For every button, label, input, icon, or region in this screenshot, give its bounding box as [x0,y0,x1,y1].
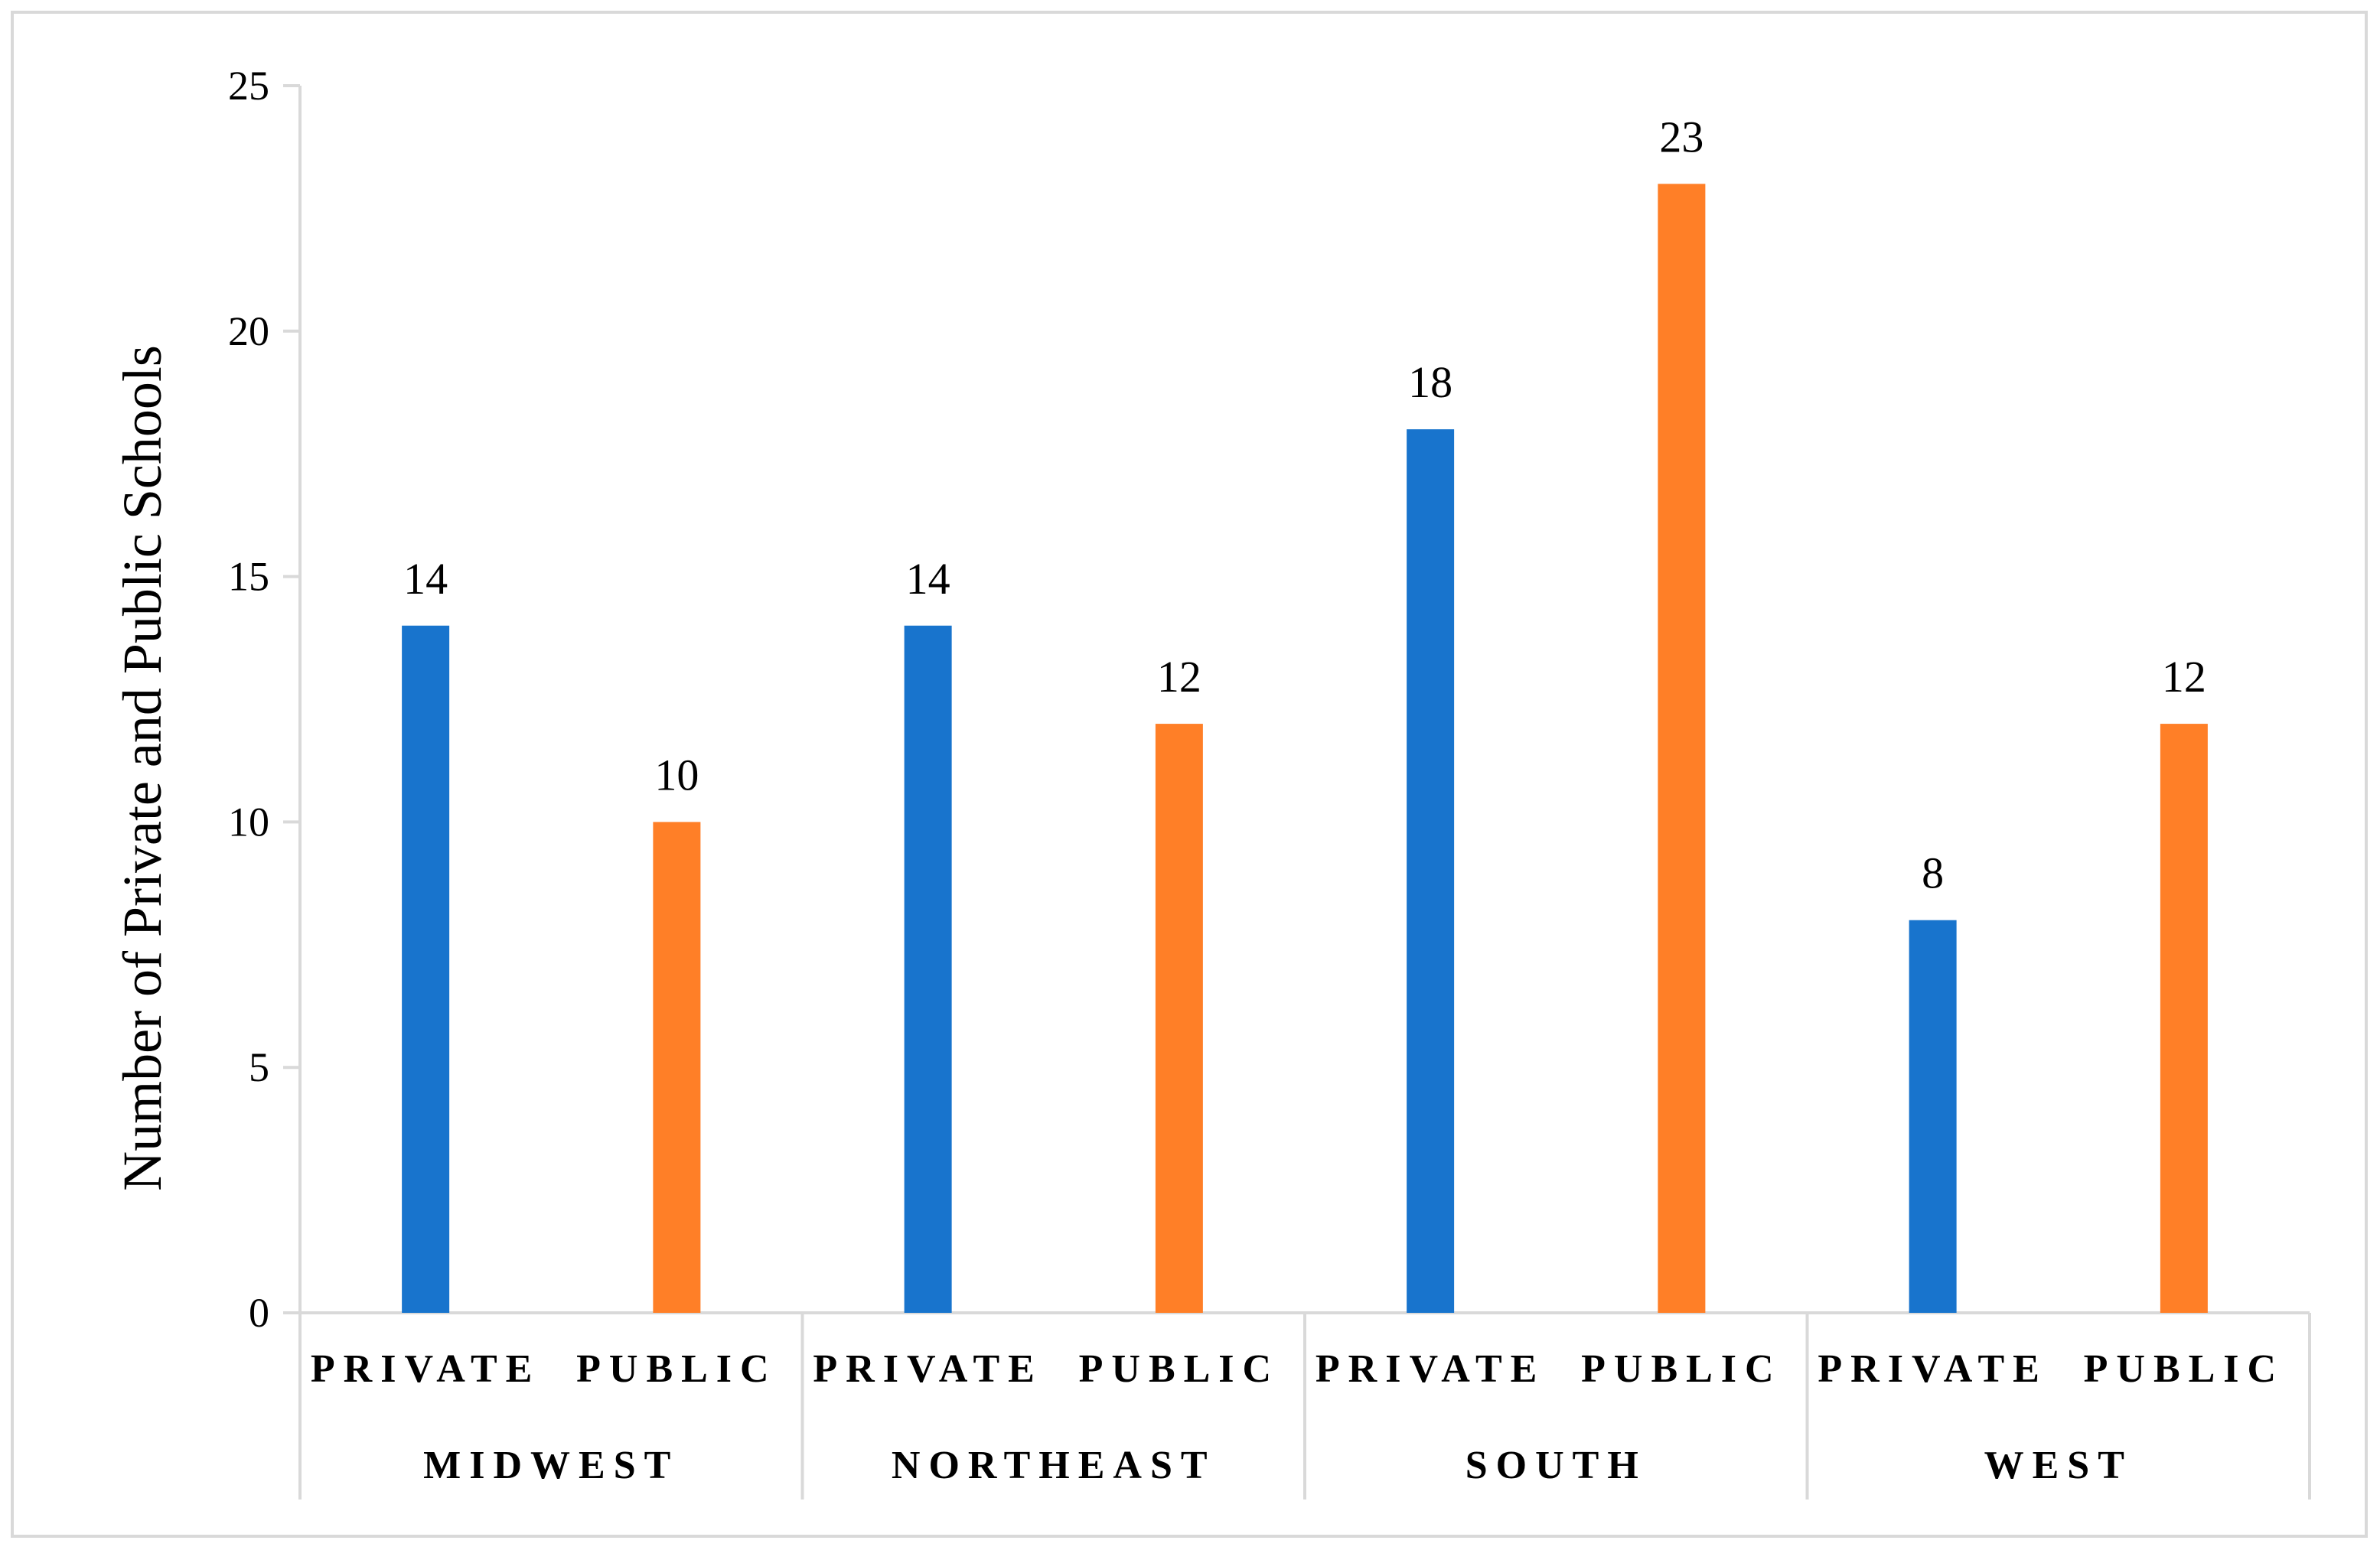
x-tick-label-south-public: PUBLIC [1581,1347,1782,1391]
x-tick-label-west-public: PUBLIC [2084,1347,2284,1391]
x-tick-label-northeast-private: PRIVATE [813,1347,1042,1391]
bar-midwest-private [402,625,450,1313]
data-label-northeast-public: 12 [1157,652,1201,702]
data-label-midwest-public: 10 [654,750,699,799]
bar-northeast-public [1155,724,1203,1313]
labels-layer: 0 5 10 15 20 25 PRIVATE PUBLIC MIDWEST PRIVATE PUB… [228,63,2284,1487]
data-label-south-private: 18 [1408,357,1452,407]
y-axis-title: Number of Private and Public Schools [112,345,173,1191]
bar-northeast-private [904,625,952,1313]
bar-west-private [1909,920,1957,1313]
bar-south-public [1658,184,1706,1313]
y-tick-label-0: 0 [249,1290,269,1336]
bar-midwest-public [653,822,701,1313]
y-tick-label-20: 20 [228,308,269,354]
bars-layer [402,184,2208,1313]
data-label-west-public: 12 [2162,652,2206,702]
group-label-midwest: MIDWEST [423,1444,679,1487]
x-tick-label-midwest-public: PUBLIC [576,1347,777,1391]
data-label-south-public: 23 [1659,112,1703,161]
x-tick-label-west-private: PRIVATE [1818,1347,2047,1391]
data-label-west-private: 8 [1922,848,1944,898]
axes-layer [283,84,2311,1500]
group-label-south: SOUTH [1465,1444,1647,1487]
x-tick-label-south-private: PRIVATE [1316,1347,1545,1391]
y-tick-label-25: 25 [228,63,269,109]
y-tick-label-10: 10 [228,799,269,845]
y-tick-label-15: 15 [228,554,269,600]
y-tick-label-5: 5 [249,1044,269,1090]
x-tick-label-midwest-private: PRIVATE [311,1347,540,1391]
group-label-northeast: NORTHEAST [892,1444,1216,1487]
x-tick-label-northeast-public: PUBLIC [1079,1347,1280,1391]
data-label-northeast-private: 14 [906,554,950,604]
bar-south-private [1407,429,1455,1313]
data-label-midwest-private: 14 [403,554,448,604]
group-label-west: WEST [1984,1444,2133,1487]
bar-west-public [2160,724,2208,1313]
